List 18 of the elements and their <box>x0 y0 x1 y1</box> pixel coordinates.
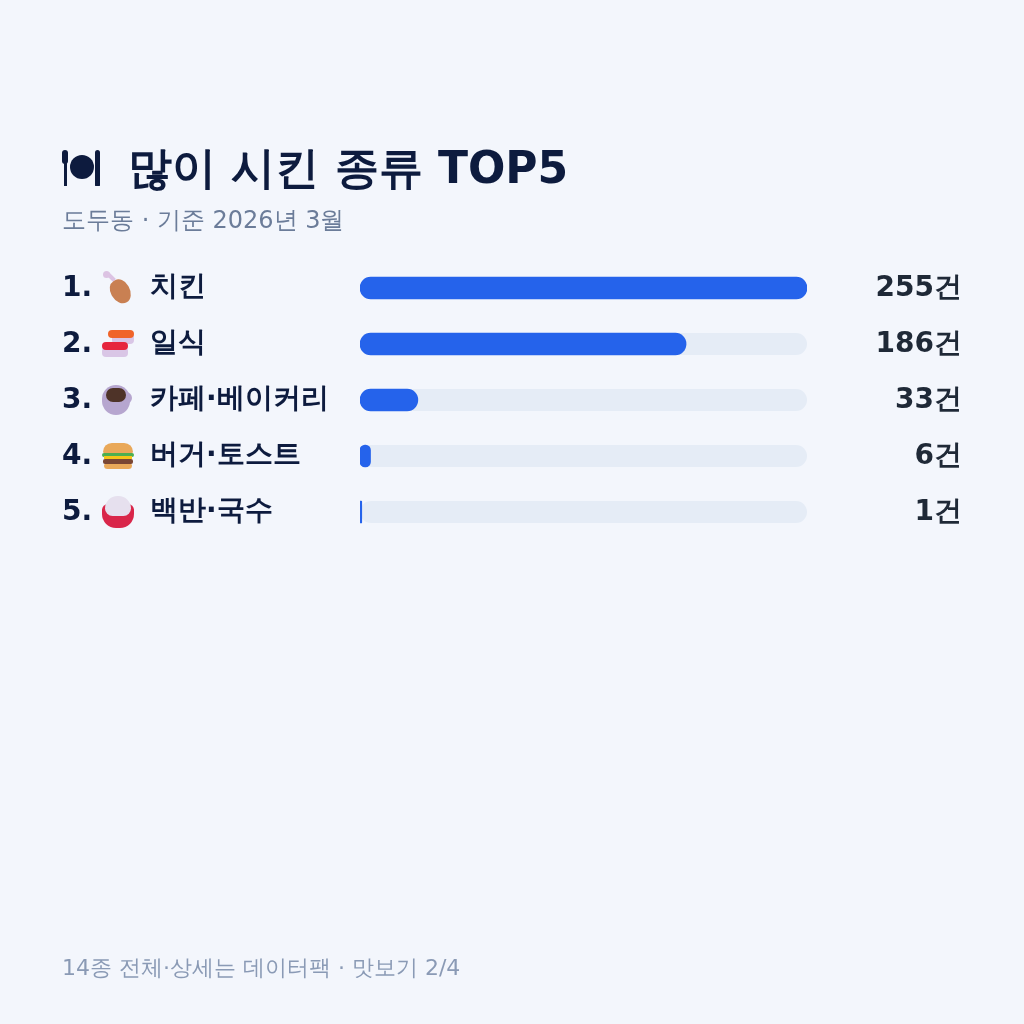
data-label: 1건 <box>914 494 962 528</box>
y-tick-label: 백반·국수 <box>150 493 273 527</box>
text: 4. <box>62 438 93 472</box>
chart-title: 많이 시킨 종류 TOP5 <box>128 141 569 195</box>
text: 1. <box>62 270 93 304</box>
y-tick-label: 버거·토스트 <box>150 437 301 471</box>
y-tick-label: 카페·베이커리 <box>150 381 329 415</box>
data-label: 186건 <box>875 326 962 360</box>
text: 3. <box>62 382 93 416</box>
y-tick-label: 일식 <box>150 325 206 359</box>
chart-subtitle: 도두동 · 기준 2026년 3월 <box>62 205 345 236</box>
y-tick-label: 치킨 <box>150 269 206 303</box>
text: 14종 전체·상세는 데이터팩 · 맛보기 2/4 <box>62 954 461 982</box>
data-label: 33건 <box>895 382 962 416</box>
data-label: 6건 <box>914 438 962 472</box>
text: 5. <box>62 494 93 528</box>
text: 2. <box>62 326 93 360</box>
data-label: 255건 <box>875 270 962 304</box>
